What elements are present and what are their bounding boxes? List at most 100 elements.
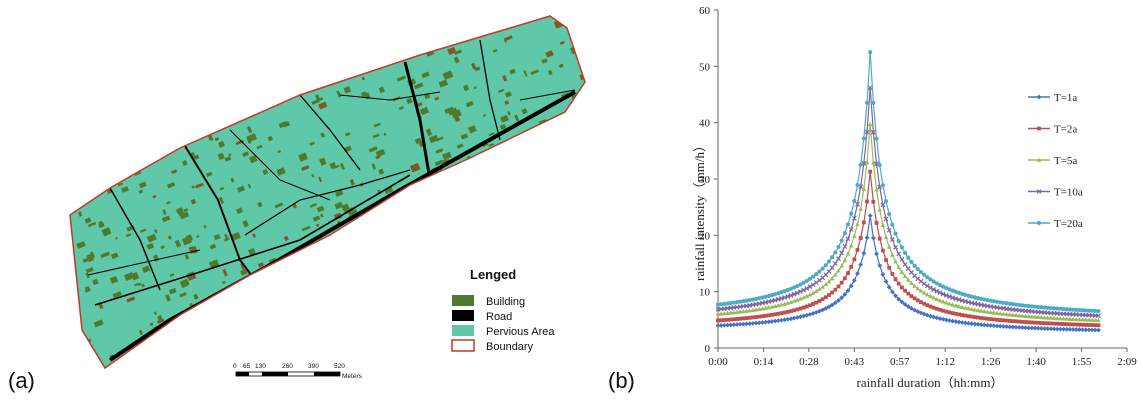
data-point-marker [915, 285, 921, 291]
building [417, 234, 426, 243]
data-point-marker [1080, 308, 1085, 313]
y-tick-label: 40 [699, 118, 711, 130]
data-point-marker [1051, 315, 1057, 320]
data-point-marker [813, 288, 819, 294]
data-point-marker [868, 50, 873, 55]
map-panel: Lenged Building Road Pervious Area Bound… [8, 15, 592, 393]
data-point-marker [778, 296, 784, 301]
building [406, 97, 413, 104]
data-point-marker [716, 318, 720, 323]
building [276, 167, 286, 176]
data-point-marker [744, 321, 749, 327]
building [189, 152, 197, 160]
building [368, 146, 378, 153]
building [242, 219, 249, 228]
building [520, 269, 526, 278]
data-point-marker [960, 291, 965, 296]
building [405, 261, 411, 266]
building [152, 194, 157, 199]
data-point-marker [801, 295, 806, 300]
building [73, 154, 80, 159]
building [468, 125, 477, 134]
data-point-marker [1061, 322, 1066, 326]
x-tick-label: 2:09 [1117, 356, 1137, 368]
data-point-marker [791, 291, 797, 297]
data-point-marker [1017, 302, 1022, 308]
building [185, 234, 193, 242]
data-point-marker [1049, 321, 1053, 326]
data-point-marker [826, 279, 832, 284]
series-t-10a [715, 85, 1101, 319]
building [454, 116, 461, 123]
data-point-marker [756, 320, 762, 326]
data-point-marker [1083, 327, 1089, 333]
data-point-marker [1014, 319, 1018, 324]
scale-unit: Meters [342, 373, 363, 380]
building [311, 174, 315, 178]
building [417, 299, 421, 303]
building [217, 364, 225, 368]
data-point-marker [950, 318, 956, 324]
building [329, 162, 337, 169]
data-point-marker [858, 206, 863, 211]
building [460, 272, 468, 280]
data-point-marker [725, 310, 730, 315]
data-point-marker [779, 317, 784, 323]
building [70, 69, 78, 78]
data-point-marker [744, 316, 749, 320]
building [541, 202, 551, 209]
data-point-marker [934, 288, 940, 294]
building [201, 131, 205, 135]
building [529, 159, 537, 167]
building [586, 311, 592, 318]
building [471, 203, 476, 209]
building [408, 190, 414, 196]
building [341, 350, 346, 358]
building [418, 347, 424, 355]
data-point-marker [874, 136, 879, 141]
building [320, 132, 326, 138]
data-point-marker [1061, 306, 1066, 312]
building [211, 339, 220, 347]
building [323, 62, 330, 70]
building [138, 181, 147, 189]
data-point-marker [940, 291, 946, 297]
building [497, 88, 505, 94]
data-point-marker [776, 311, 781, 316]
building [319, 298, 326, 305]
building [284, 69, 289, 75]
building [410, 162, 421, 173]
data-point-marker [1073, 316, 1079, 322]
building [246, 125, 253, 134]
data-point-marker [1000, 324, 1006, 329]
data-point-marker [1061, 326, 1066, 332]
building [138, 129, 142, 134]
data-point-marker [950, 311, 955, 316]
building [361, 76, 365, 81]
building [509, 68, 516, 75]
data-point-marker [829, 265, 835, 271]
data-point-marker [1074, 322, 1079, 327]
data-point-marker [997, 311, 1003, 316]
building [236, 347, 244, 356]
data-point-marker [769, 293, 774, 298]
building [129, 81, 137, 88]
building [263, 298, 270, 306]
data-point-marker [725, 322, 730, 328]
building [537, 210, 546, 218]
data-point-marker [994, 310, 1000, 316]
data-point-marker [890, 222, 895, 227]
building [122, 168, 127, 175]
building [250, 55, 254, 60]
building [310, 55, 315, 62]
data-point-marker [792, 308, 796, 313]
building [273, 295, 282, 301]
data-point-marker [785, 294, 791, 299]
building [245, 91, 252, 99]
building [144, 63, 150, 68]
data-point-marker [975, 307, 981, 313]
data-point-marker [890, 252, 895, 257]
building [176, 207, 185, 216]
building [538, 118, 547, 125]
building [295, 357, 300, 363]
